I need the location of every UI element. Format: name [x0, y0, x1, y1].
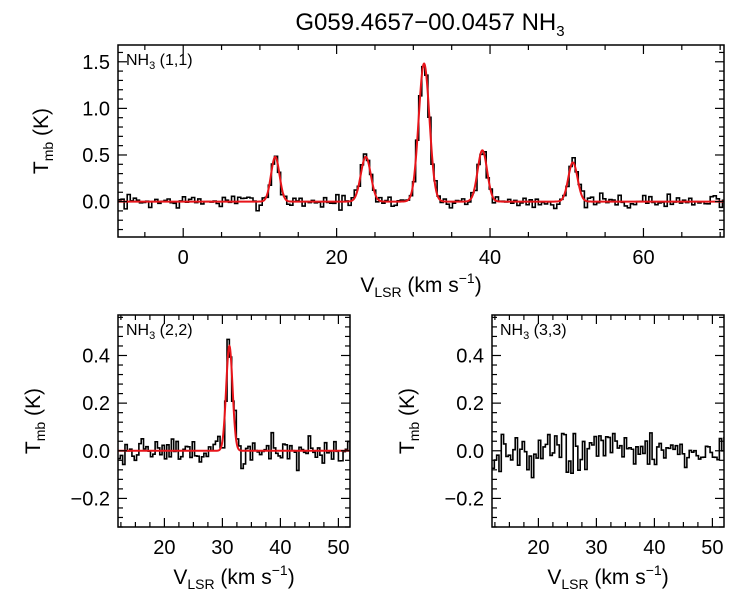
x-tick-label: 0: [178, 247, 189, 269]
y-tick-label: 1.0: [82, 98, 110, 120]
y-axis-label: Tmb (K): [22, 388, 48, 454]
y-tick-label: 0.2: [456, 393, 484, 415]
x-tick-label: 40: [479, 247, 501, 269]
y-tick-label: 0.0: [456, 441, 484, 463]
x-axis-label: VLSR (km s−1): [173, 562, 294, 592]
plot-frame: [117, 314, 351, 528]
plot-frame: [117, 44, 725, 238]
y-tick-label: 1.5: [82, 52, 110, 74]
x-tick-label: 40: [643, 537, 665, 559]
panel-nh3-22: 20 30 40 50 −0.2 0.0 0.2 0.4 NH3 (2,2) VLSR (km s…: [22, 314, 351, 592]
x-tick-label: 20: [527, 537, 549, 559]
x-tick-label: 60: [632, 247, 654, 269]
spectrum-line: [492, 432, 724, 479]
y-tick-label: 0.4: [82, 345, 110, 367]
y-axis-label: Tmb (K): [396, 388, 422, 454]
y-tick-label: −0.2: [71, 488, 110, 510]
x-tick-label: 20: [325, 247, 347, 269]
panel-label: NH3 (1,1): [126, 52, 193, 72]
x-tick-label: 50: [327, 537, 349, 559]
y-tick-label: 0.0: [82, 192, 110, 214]
panel-nh3-11: 0 20 40 60 0.0 0.5 1.0 1.5 NH3 (1,1) VLSR (km s−1…: [30, 44, 725, 300]
x-tick-label: 30: [211, 537, 233, 559]
x-tick-label: 20: [153, 537, 175, 559]
x-tick-label: 40: [269, 537, 291, 559]
y-tick-label: 0.0: [82, 441, 110, 463]
y-axis-label: Tmb (K): [30, 108, 56, 174]
x-tick-label: 30: [585, 537, 607, 559]
y-tick-label: 0.4: [456, 345, 484, 367]
y-tick-label: 0.5: [82, 145, 110, 167]
x-axis-label: VLSR (km s−1): [547, 562, 668, 592]
panel-nh3-33: 20 30 40 50 −0.2 0.0 0.2 0.4 NH3 (3,3) VLSR (km s…: [396, 314, 725, 592]
fit-line: [118, 344, 350, 452]
panel-label: NH3 (2,2): [126, 322, 193, 342]
y-tick-label: 0.2: [82, 393, 110, 415]
x-axis-label: VLSR (km s−1): [360, 270, 481, 300]
spectrum-line: [118, 65, 724, 212]
chart-title: G059.4657−00.0457 NH3: [295, 9, 564, 40]
fit-line: [118, 62, 724, 203]
y-tick-label: −0.2: [445, 488, 484, 510]
panel-label: NH3 (3,3): [500, 322, 567, 342]
plot-frame: [491, 314, 725, 528]
x-tick-label: 50: [701, 537, 723, 559]
